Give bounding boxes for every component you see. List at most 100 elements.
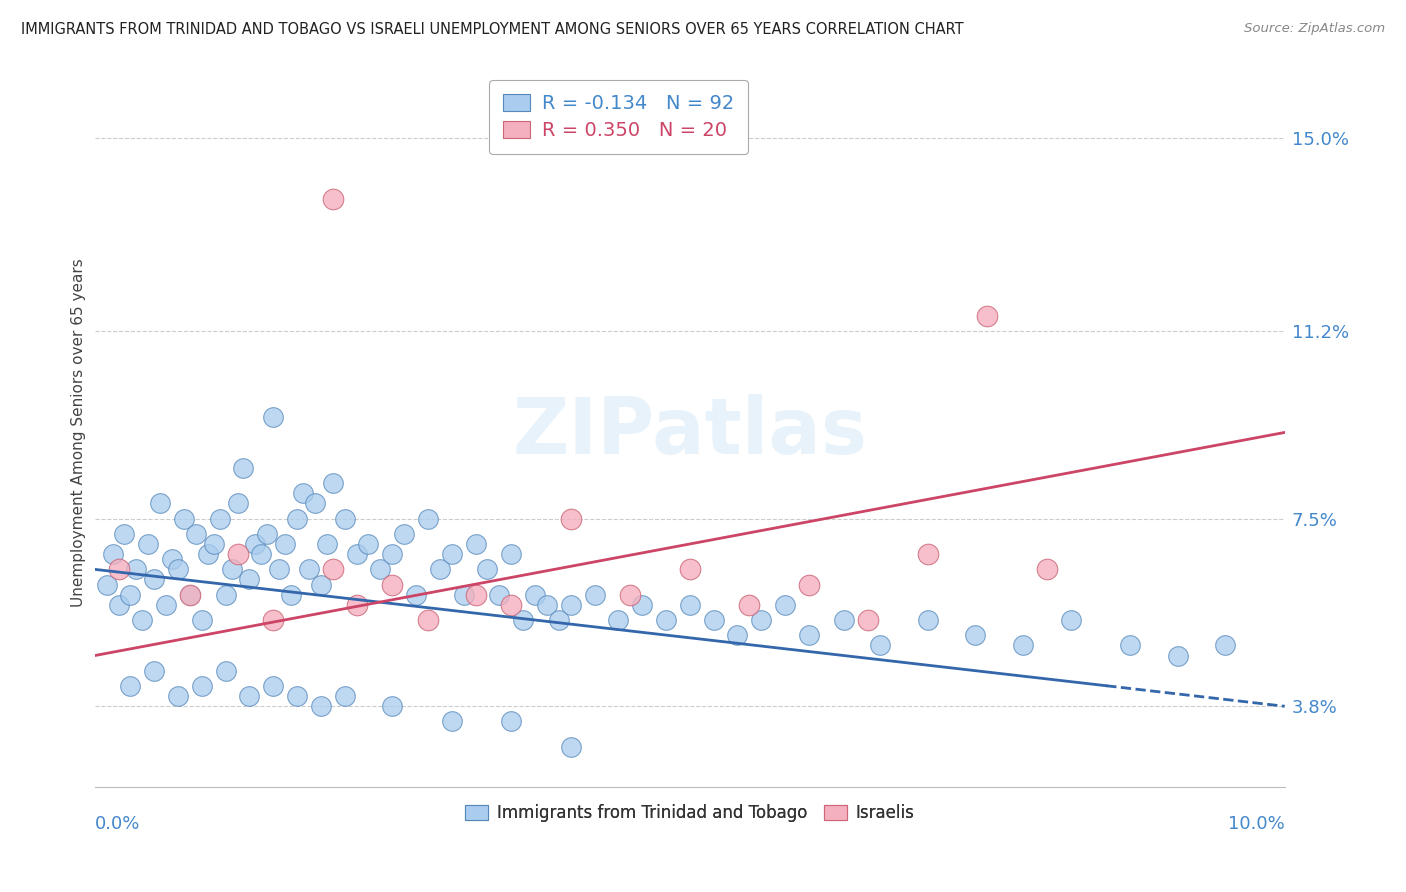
- Point: [834, 613, 856, 627]
- Point: [368, 562, 391, 576]
- Point: [309, 699, 332, 714]
- Point: [381, 577, 404, 591]
- Point: [405, 588, 427, 602]
- Point: [208, 511, 231, 525]
- Point: [202, 537, 225, 551]
- Y-axis label: Unemployment Among Seniors over 65 years: Unemployment Among Seniors over 65 years: [72, 258, 86, 607]
- Point: [114, 526, 136, 541]
- Point: [560, 598, 582, 612]
- Point: [309, 577, 332, 591]
- Point: [291, 486, 314, 500]
- Point: [238, 689, 260, 703]
- Point: [101, 547, 124, 561]
- Point: [245, 537, 267, 551]
- Point: [322, 192, 344, 206]
- Point: [381, 699, 404, 714]
- Point: [214, 588, 236, 602]
- Point: [131, 613, 153, 627]
- Text: ZIPatlas: ZIPatlas: [512, 394, 868, 470]
- Point: [583, 588, 606, 602]
- Point: [725, 628, 748, 642]
- Point: [226, 496, 249, 510]
- Point: [357, 537, 380, 551]
- Point: [333, 689, 356, 703]
- Point: [917, 547, 939, 561]
- Point: [214, 664, 236, 678]
- Point: [976, 309, 998, 323]
- Legend: Immigrants from Trinidad and Tobago, Israelis: Immigrants from Trinidad and Tobago, Isr…: [458, 797, 921, 829]
- Text: 0.0%: 0.0%: [94, 815, 141, 833]
- Point: [191, 613, 214, 627]
- Point: [269, 562, 291, 576]
- Point: [416, 511, 439, 525]
- Point: [322, 562, 344, 576]
- Point: [238, 573, 260, 587]
- Point: [917, 613, 939, 627]
- Point: [160, 552, 183, 566]
- Point: [346, 547, 368, 561]
- Point: [501, 598, 523, 612]
- Point: [322, 476, 344, 491]
- Point: [346, 598, 368, 612]
- Point: [107, 562, 129, 576]
- Point: [702, 613, 724, 627]
- Point: [429, 562, 451, 576]
- Point: [262, 410, 284, 425]
- Point: [120, 679, 142, 693]
- Point: [655, 613, 678, 627]
- Point: [197, 547, 219, 561]
- Point: [232, 461, 254, 475]
- Point: [858, 613, 880, 627]
- Point: [191, 679, 214, 693]
- Point: [797, 577, 820, 591]
- Point: [501, 547, 523, 561]
- Point: [679, 562, 702, 576]
- Point: [167, 562, 190, 576]
- Point: [179, 588, 201, 602]
- Point: [512, 613, 534, 627]
- Point: [262, 679, 284, 693]
- Point: [184, 526, 207, 541]
- Point: [96, 577, 118, 591]
- Point: [619, 588, 641, 602]
- Point: [560, 511, 582, 525]
- Point: [440, 714, 463, 729]
- Point: [333, 511, 356, 525]
- Point: [965, 628, 987, 642]
- Point: [179, 588, 201, 602]
- Text: Source: ZipAtlas.com: Source: ZipAtlas.com: [1244, 22, 1385, 36]
- Point: [381, 547, 404, 561]
- Point: [143, 573, 166, 587]
- Point: [304, 496, 326, 510]
- Point: [440, 547, 463, 561]
- Point: [285, 511, 308, 525]
- Point: [607, 613, 630, 627]
- Point: [560, 739, 582, 754]
- Point: [250, 547, 273, 561]
- Point: [149, 496, 172, 510]
- Point: [125, 562, 148, 576]
- Point: [453, 588, 475, 602]
- Text: 10.0%: 10.0%: [1227, 815, 1285, 833]
- Point: [274, 537, 297, 551]
- Point: [143, 664, 166, 678]
- Point: [262, 613, 284, 627]
- Point: [285, 689, 308, 703]
- Point: [167, 689, 190, 703]
- Point: [501, 714, 523, 729]
- Point: [1167, 648, 1189, 663]
- Point: [869, 639, 891, 653]
- Point: [1213, 639, 1236, 653]
- Text: IMMIGRANTS FROM TRINIDAD AND TOBAGO VS ISRAELI UNEMPLOYMENT AMONG SENIORS OVER 6: IMMIGRANTS FROM TRINIDAD AND TOBAGO VS I…: [21, 22, 963, 37]
- Point: [488, 588, 510, 602]
- Point: [155, 598, 177, 612]
- Point: [464, 588, 486, 602]
- Point: [298, 562, 321, 576]
- Point: [749, 613, 772, 627]
- Point: [773, 598, 796, 612]
- Point: [797, 628, 820, 642]
- Point: [1059, 613, 1081, 627]
- Point: [1035, 562, 1057, 576]
- Point: [416, 613, 439, 627]
- Point: [392, 526, 415, 541]
